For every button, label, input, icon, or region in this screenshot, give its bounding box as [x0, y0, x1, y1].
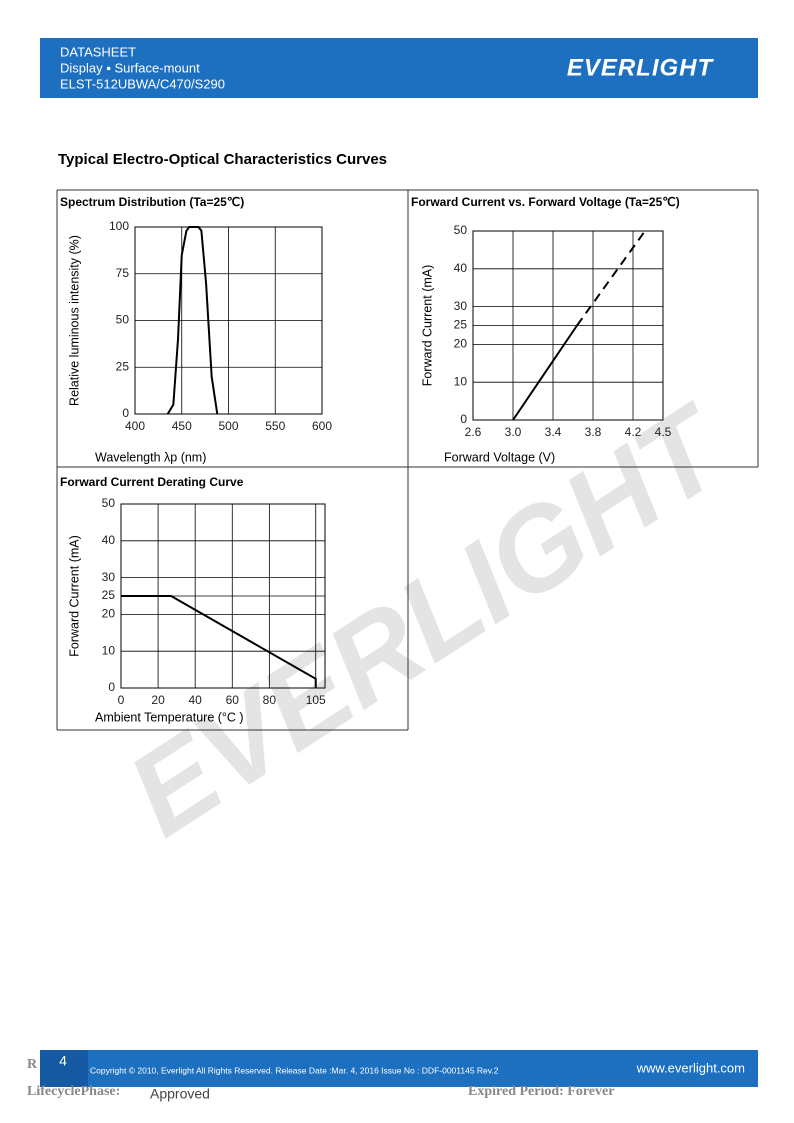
url: www.everlight.com — [636, 1060, 745, 1075]
y-tick-label: 0 — [460, 412, 467, 426]
chart-title: Spectrum Distribution (Ta=25℃) — [60, 195, 244, 209]
footer-r: R — [27, 1057, 38, 1072]
y-tick-label: 0 — [108, 680, 115, 694]
x-tick-label: 60 — [226, 693, 240, 707]
x-tick-label: 450 — [172, 419, 192, 433]
section-title: Typical Electro-Optical Characteristics … — [58, 151, 387, 168]
header-line: DATASHEET — [60, 44, 136, 59]
x-tick-label: 4.2 — [625, 425, 642, 439]
y-tick-label: 100 — [109, 219, 129, 233]
plot-frame — [472, 230, 664, 421]
y-tick-label: 30 — [454, 299, 468, 313]
x-tick-label: 3.4 — [545, 425, 562, 439]
header-line: Display ▪ Surface-mount — [60, 60, 200, 75]
y-tick-label: 50 — [454, 223, 468, 237]
page-box — [40, 1050, 88, 1087]
lifecycle-label: LifecyclePhase: — [27, 1084, 120, 1099]
curve — [121, 595, 317, 688]
header-line: ELST-512UBWA/C470/S290 — [60, 76, 225, 91]
y-axis-label: Relative luminous intensity (%) — [67, 235, 81, 406]
y-tick-label: 40 — [454, 261, 468, 275]
chart-title: Forward Current Derating Curve — [60, 475, 244, 489]
x-tick-label: 500 — [218, 419, 238, 433]
x-tick-label: 20 — [151, 693, 165, 707]
chart-title: Forward Current vs. Forward Voltage (Ta=… — [411, 195, 680, 209]
x-tick-label: 4.5 — [655, 425, 672, 439]
y-tick-label: 50 — [102, 496, 116, 510]
curve — [576, 230, 646, 327]
y-tick-label: 0 — [122, 406, 129, 420]
curve — [166, 226, 219, 415]
x-tick-label: 105 — [306, 693, 326, 707]
x-tick-label: 80 — [263, 693, 277, 707]
y-tick-label: 75 — [116, 266, 130, 280]
x-tick-label: 3.0 — [505, 425, 522, 439]
table-frame — [56, 189, 759, 731]
y-tick-label: 25 — [116, 359, 130, 373]
curve — [512, 324, 578, 421]
x-axis-label: Wavelength λp (nm) — [95, 450, 206, 464]
x-axis-label: Ambient Temperature (°C ) — [95, 710, 244, 724]
y-tick-label: 40 — [102, 533, 116, 547]
page-number: 4 — [59, 1053, 67, 1069]
y-tick-label: 20 — [102, 607, 116, 621]
x-tick-label: 600 — [312, 419, 332, 433]
y-tick-label: 10 — [102, 643, 116, 657]
expired: Expired Period: Forever — [468, 1084, 614, 1099]
header-bar — [40, 38, 758, 98]
y-tick-label: 25 — [454, 318, 468, 332]
x-tick-label: 400 — [125, 419, 145, 433]
x-tick-label: 2.6 — [465, 425, 482, 439]
y-tick-label: 50 — [116, 313, 130, 327]
footer-bar — [40, 1050, 758, 1087]
copyright: Copyright © 2010, Everlight All Rights R… — [90, 1065, 499, 1075]
y-axis-label: Forward Current (mA) — [420, 265, 434, 387]
logo: EVERLIGHT — [567, 54, 715, 81]
plot-frame — [134, 226, 323, 415]
x-tick-label: 40 — [189, 693, 203, 707]
y-tick-label: 10 — [454, 374, 468, 388]
y-axis-label: Forward Current (mA) — [67, 535, 81, 657]
x-tick-label: 0 — [118, 693, 125, 707]
y-tick-label: 20 — [454, 337, 468, 351]
y-tick-label: 25 — [102, 588, 116, 602]
x-tick-label: 3.8 — [585, 425, 602, 439]
x-tick-label: 550 — [265, 419, 285, 433]
y-tick-label: 30 — [102, 570, 116, 584]
x-axis-label: Forward Voltage (V) — [444, 450, 555, 464]
lifecycle-value: Approved — [150, 1086, 210, 1102]
